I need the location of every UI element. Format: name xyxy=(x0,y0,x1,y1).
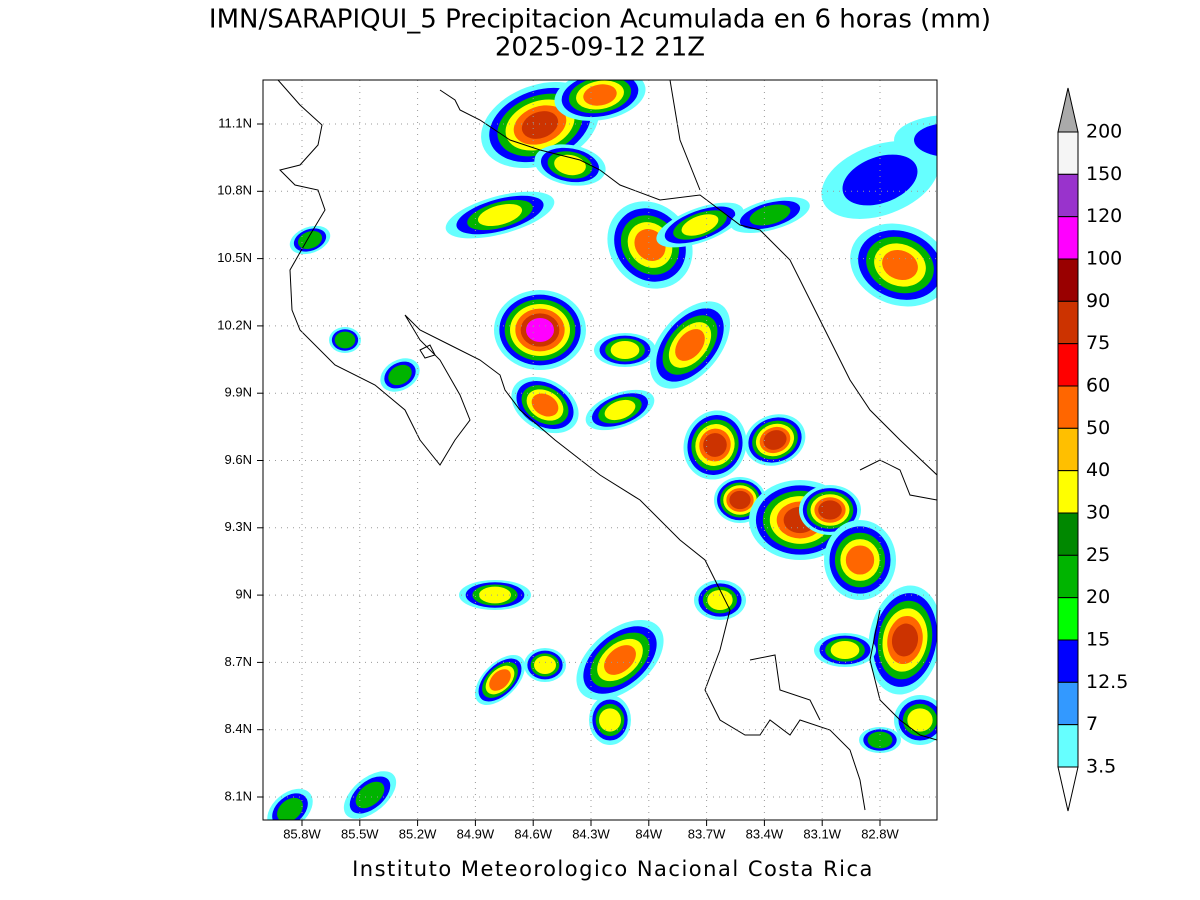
graticule xyxy=(263,80,937,820)
precip-contour xyxy=(842,154,918,206)
colorbar-label: 150 xyxy=(1086,163,1122,185)
precip-contour xyxy=(763,430,787,450)
colorbar-label: 30 xyxy=(1086,502,1110,524)
colorbar-under xyxy=(1057,766,1079,812)
coastlines xyxy=(277,80,937,811)
colorbar-label: 90 xyxy=(1086,290,1110,312)
precip-contour xyxy=(583,84,617,106)
map-frame xyxy=(262,79,938,821)
colorbar-label: 20 xyxy=(1086,586,1110,608)
precip-contour xyxy=(334,331,356,349)
colorbar-swatch xyxy=(1057,597,1079,641)
colorbar-label: 40 xyxy=(1086,459,1110,481)
precip-contour xyxy=(610,341,640,359)
colorbar-swatch xyxy=(1057,343,1079,387)
precip-contour xyxy=(891,623,919,657)
precip-contour xyxy=(914,124,937,156)
lat-tick-label: 10.8N xyxy=(217,183,252,198)
lat-tick-label: 9.3N xyxy=(225,519,252,534)
precip-contour xyxy=(703,433,727,457)
precip-contour xyxy=(479,586,511,604)
lon-tick-label: 83.1W xyxy=(803,826,841,841)
lon-tick-label: 82.8W xyxy=(861,826,899,841)
colorbar-swatch xyxy=(1057,724,1079,768)
precip-contour xyxy=(534,656,556,674)
lon-tick-label: 85.8W xyxy=(283,826,321,841)
lat-tick-label: 10.2N xyxy=(217,317,252,332)
colorbar-swatch xyxy=(1057,427,1079,472)
precip-contour xyxy=(521,111,559,139)
lon-tick-label: 84.9W xyxy=(457,826,495,841)
colorbar-swatch xyxy=(1057,554,1079,599)
precip-contour xyxy=(907,708,933,732)
colorbar-label: 25 xyxy=(1086,544,1110,566)
colorbar-swatch xyxy=(1057,258,1079,302)
lat-tick-label: 8.7N xyxy=(225,654,252,669)
precip-contour xyxy=(675,329,705,361)
precip-contour xyxy=(526,318,554,342)
colorbar-label: 15 xyxy=(1086,629,1110,651)
precip-field xyxy=(267,80,937,820)
precip-contour xyxy=(297,231,323,249)
colorbar-label: 50 xyxy=(1086,417,1110,439)
lon-tick-label: 85.5W xyxy=(341,826,379,841)
colorbar-label: 60 xyxy=(1086,375,1110,397)
colorbar-swatch xyxy=(1057,216,1079,260)
precip-contour xyxy=(531,393,559,417)
precip-contour xyxy=(355,781,385,809)
precip-contour xyxy=(477,203,523,227)
precip-contour xyxy=(599,708,621,732)
precip-contour xyxy=(277,797,303,820)
colorbar-swatch xyxy=(1057,300,1079,345)
colorbar-label: 3.5 xyxy=(1086,756,1116,778)
colorbar-swatch xyxy=(1057,385,1079,429)
colorbar-swatch xyxy=(1057,639,1079,683)
lat-tick-label: 9.9N xyxy=(225,385,252,400)
title: IMN/SARAPIQUI_5 Precipitacion Acumulada … xyxy=(209,5,991,35)
precip-contour xyxy=(894,115,937,165)
precip-contour xyxy=(681,214,719,236)
colorbar-swatch xyxy=(1057,681,1079,726)
lon-tick-label: 85.2W xyxy=(399,826,437,841)
colorbar-label: 75 xyxy=(1086,332,1110,354)
precip-contour xyxy=(604,399,636,421)
colorbar-swatch xyxy=(1057,470,1079,514)
precip-contour xyxy=(729,490,751,510)
lat-tick-label: 9.6N xyxy=(225,452,252,467)
colorbar-label: 7 xyxy=(1086,713,1098,735)
colorbar-swatch xyxy=(1057,512,1079,556)
precip-contour xyxy=(388,364,412,386)
colorbar-over xyxy=(1057,87,1079,133)
lat-tick-label: 11.1N xyxy=(218,115,252,130)
colorbar-label: 12.5 xyxy=(1086,671,1128,693)
lon-tick-label: 83.7W xyxy=(688,826,726,841)
precip-contour xyxy=(845,545,875,575)
colorbar-swatch xyxy=(1057,131,1079,175)
lon-tick-label: 84W xyxy=(635,826,662,841)
colorbar-label: 200 xyxy=(1086,121,1122,143)
credit: Instituto Meteorologico Nacional Costa R… xyxy=(352,857,874,881)
precip-contour xyxy=(604,645,636,675)
precip-contour xyxy=(489,669,511,691)
lat-tick-label: 10.5N xyxy=(217,250,252,265)
colorbar-swatch xyxy=(1057,173,1079,218)
subtitle: 2025-09-12 21Z xyxy=(495,33,705,63)
colorbar-label: 100 xyxy=(1086,248,1122,270)
precip-contour xyxy=(830,641,860,659)
lat-tick-label: 8.4N xyxy=(225,721,252,736)
lon-tick-label: 83.4W xyxy=(746,826,784,841)
lat-tick-label: 8.1N xyxy=(225,788,252,803)
lat-tick-label: 9N xyxy=(235,587,252,602)
precip-contour xyxy=(749,204,791,226)
precip-contour xyxy=(818,500,842,520)
colorbar-label: 120 xyxy=(1086,205,1122,227)
lon-tick-label: 84.3W xyxy=(572,826,610,841)
precip-contour xyxy=(882,249,918,281)
lon-tick-label: 84.6W xyxy=(514,826,552,841)
